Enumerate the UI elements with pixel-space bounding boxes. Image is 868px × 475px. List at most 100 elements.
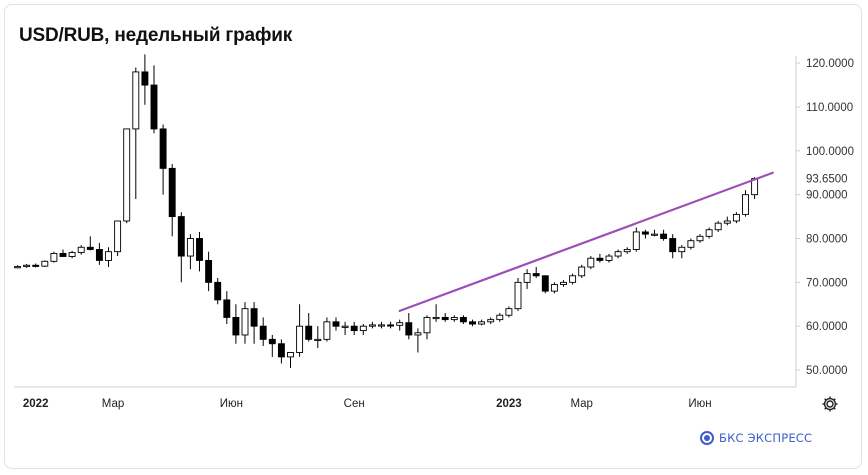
candle-body-down [441, 316, 449, 321]
candle [268, 334, 276, 357]
candle [296, 304, 304, 357]
candle [541, 275, 549, 294]
candle-body-down [232, 316, 240, 336]
candle-body-up [296, 325, 304, 353]
candle [432, 304, 440, 322]
candle [86, 236, 94, 251]
candle-body-down [268, 338, 276, 345]
candle [523, 269, 531, 289]
candle-body-up [496, 314, 504, 321]
candle-body-down [141, 71, 149, 86]
candle-body-down [196, 238, 203, 261]
candle [496, 313, 504, 322]
candle [378, 321, 385, 329]
candle-body-up [450, 316, 458, 321]
x-tick-label: Мар [102, 398, 125, 410]
candle [241, 302, 249, 344]
candle [68, 250, 76, 259]
candle [105, 247, 112, 268]
candle-body-up [687, 240, 695, 248]
candle-body-down [277, 343, 285, 358]
candle [441, 313, 449, 322]
candle [396, 319, 404, 331]
candle-body-up [314, 338, 322, 342]
x-tick-label: Сен [344, 398, 365, 410]
candle-body-down [405, 322, 413, 336]
candle-body-up [560, 281, 567, 285]
x-tick-label: Мар [570, 398, 593, 410]
candle [651, 229, 658, 237]
candle-body-up [742, 194, 749, 215]
candle [259, 317, 267, 346]
x-tick-label: 2022 [23, 398, 49, 410]
candles-layer [14, 54, 774, 368]
candle [669, 234, 677, 259]
candle [186, 234, 194, 270]
candle-body-down [59, 252, 67, 257]
candle [560, 280, 567, 287]
candle-body-up [705, 229, 713, 237]
candle-body-down [86, 246, 94, 250]
candle [287, 352, 294, 368]
candle-body-up [50, 252, 58, 262]
candle [387, 321, 395, 329]
x-tick-label: 2023 [496, 398, 522, 410]
candle [505, 306, 513, 318]
candle [214, 277, 222, 305]
candle [332, 317, 340, 331]
y-tick-label: 70.0000 [806, 277, 848, 289]
gear-icon[interactable] [820, 394, 840, 414]
candle [550, 282, 558, 294]
candle-body-up [523, 273, 531, 283]
candle [368, 321, 376, 329]
candle-body-down [387, 324, 395, 327]
candle-body-up [378, 324, 385, 327]
candle [350, 321, 358, 335]
candle-body-up [341, 325, 349, 328]
candle-body-down [168, 167, 176, 218]
candle-body-up [723, 220, 731, 224]
candle-body-down [305, 325, 313, 340]
candle [487, 317, 495, 325]
candle-body-up [550, 284, 558, 292]
candle [450, 315, 458, 322]
candle [660, 229, 668, 241]
y-axis: 50.0000 60.0000 70.0000 80.0000 90.0000 100.0… [795, 56, 854, 387]
y-tick-label: 100.0000 [806, 146, 854, 158]
candle-body-up [41, 260, 49, 267]
candle-body-down [459, 316, 467, 323]
candle [223, 291, 231, 325]
candle-body-up [623, 249, 631, 253]
candle-body-up [186, 238, 194, 257]
candle [587, 256, 595, 270]
candle [132, 67, 140, 200]
candle [596, 253, 604, 263]
candle [250, 302, 258, 344]
candle [723, 216, 731, 226]
candle-body-down [469, 321, 476, 325]
candle [414, 328, 422, 353]
brand-name: БКС ЭКСПРЕСС [719, 431, 813, 445]
candle-body-down [332, 321, 340, 327]
candle [614, 249, 622, 259]
candle [359, 324, 367, 335]
candle-body-up [678, 246, 686, 253]
candle [714, 220, 722, 232]
candle [150, 65, 158, 134]
candle [205, 251, 213, 292]
candle-body-up [14, 266, 21, 269]
candle-body-up [614, 251, 622, 257]
y-tick-label: 120.0000 [806, 58, 854, 70]
candle [641, 229, 649, 239]
candle [705, 227, 713, 239]
candle-body-up [714, 222, 722, 231]
candle-body-up [77, 246, 85, 253]
candle-body-up [414, 332, 422, 336]
candle [478, 319, 486, 326]
candle [196, 231, 203, 272]
candle-body-down [177, 216, 185, 257]
x-axis: 2022 Мар Июн Сен 2023 Мар Июн [14, 386, 796, 410]
candle-body-down [150, 84, 158, 130]
candle-body-down [541, 275, 549, 292]
